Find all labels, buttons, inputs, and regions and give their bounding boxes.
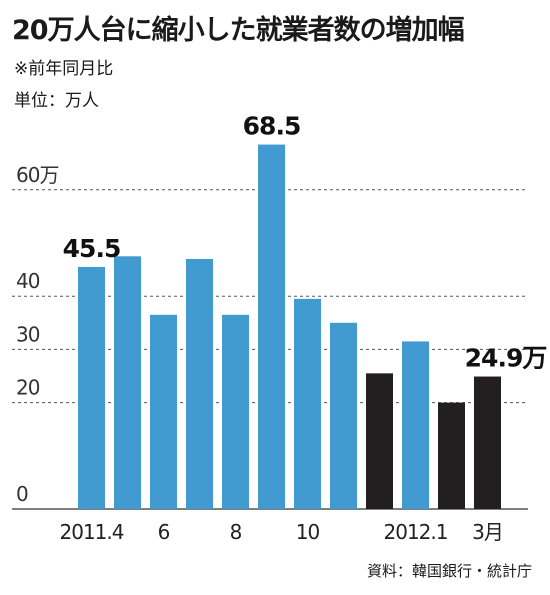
comparison-note: ※前年同月比 [14,59,114,79]
bar [222,314,249,509]
bar [438,402,465,509]
bar [474,376,501,509]
data-label: 24.9万 [465,344,547,373]
x-tick-label: 8 [230,520,242,544]
y-tick-label: 30 [16,322,40,346]
bar [330,322,357,509]
bar [186,258,213,509]
x-tick-label: 2011.4 [60,520,124,544]
y-tick-label: 40 [16,269,40,293]
bar [258,144,285,509]
x-tick-label: 10 [296,520,320,544]
y-tick-label: 20 [16,376,40,400]
bar [78,266,105,509]
x-tick-label: 6 [158,520,170,544]
bar [402,341,429,509]
data-label: 45.5 [63,234,121,263]
chart-title: 20万人台に縮小した就業者数の増加幅 [12,15,465,46]
y-tick-label: 60万 [16,163,58,187]
y-tick-label: 0 [16,482,28,506]
x-tick-label: 2012.1 [384,520,448,544]
unit-label: 単位：万人 [14,91,99,111]
data-label: 68.5 [243,112,301,141]
bar [366,373,393,509]
bar [294,298,321,509]
x-tick-label: 3月 [472,520,503,544]
bar [114,256,141,509]
bar [150,314,177,509]
source-note: 資料：韓国銀行・統計庁 [366,562,532,580]
